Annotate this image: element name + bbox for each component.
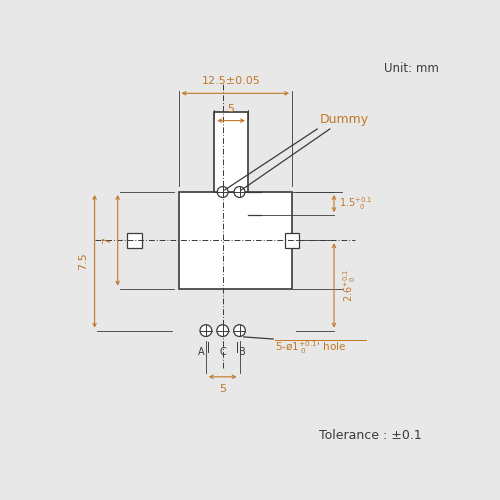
Text: 7: 7 <box>102 236 112 244</box>
Bar <box>284 233 300 248</box>
Text: 2.6$^{+0.1}_{\ \ 0}$: 2.6$^{+0.1}_{\ \ 0}$ <box>342 268 358 302</box>
Bar <box>214 112 248 192</box>
Text: 5: 5 <box>219 384 226 394</box>
Text: 5: 5 <box>228 104 234 115</box>
Text: 7.5: 7.5 <box>78 252 88 270</box>
Circle shape <box>234 186 245 198</box>
Text: Unit: mm: Unit: mm <box>384 62 439 75</box>
Text: Tolerance : ±0.1: Tolerance : ±0.1 <box>320 429 422 442</box>
Circle shape <box>200 324 212 336</box>
Text: B: B <box>240 346 246 356</box>
Text: 12.5±0.05: 12.5±0.05 <box>202 76 260 86</box>
Text: A: A <box>198 346 204 356</box>
Text: 1.5$^{+0.1}_{\ \ 0}$: 1.5$^{+0.1}_{\ \ 0}$ <box>339 195 372 212</box>
Circle shape <box>234 324 245 336</box>
Circle shape <box>217 186 228 198</box>
Bar <box>178 192 292 288</box>
Text: Dummy: Dummy <box>320 112 368 126</box>
Text: C: C <box>220 346 226 356</box>
Text: 5-ø1$^{+0.1}_{\ 0}$' hole: 5-ø1$^{+0.1}_{\ 0}$' hole <box>275 339 346 356</box>
Circle shape <box>217 324 228 336</box>
Bar <box>127 233 142 248</box>
